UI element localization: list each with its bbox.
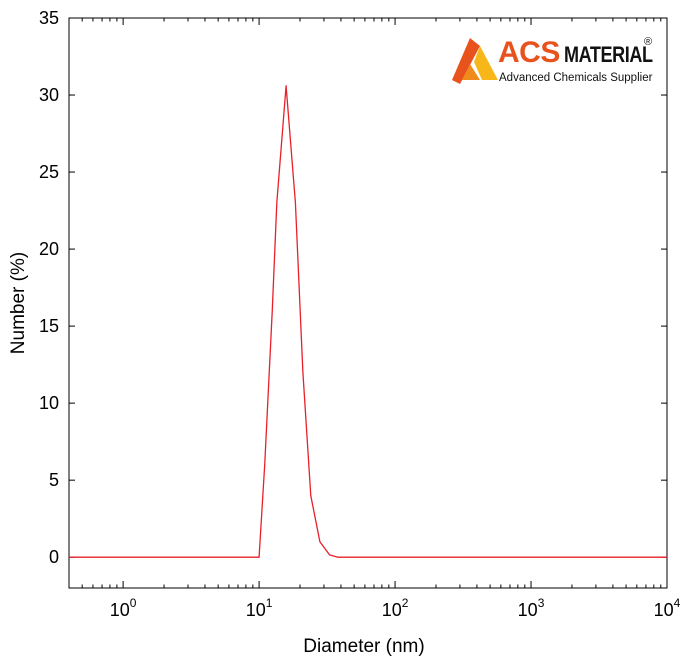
x-axis-title: Diameter (nm)	[303, 636, 424, 657]
x-tick-label: 101	[246, 596, 273, 620]
logo-tagline: Advanced Chemicals Supplier	[499, 72, 653, 84]
series-line-0	[69, 85, 667, 558]
logo-mark-icon	[452, 38, 498, 84]
tick-labels: 0 5 10 15 20 25 30 35 100 101 102 103 104	[39, 8, 681, 620]
plot-frame	[68, 17, 668, 589]
acs-material-logo: ACS MATERIAL ® Advanced Chemicals Suppli…	[452, 36, 662, 88]
y-tick-label: 25	[39, 162, 59, 182]
y-tick-label: 10	[39, 393, 59, 413]
x-tick-label: 103	[518, 596, 545, 620]
x-tick-label: 104	[654, 596, 681, 620]
x-tick-label: 102	[382, 596, 409, 620]
x-tick-label: 100	[110, 596, 137, 620]
logo-name: MATERIAL	[564, 42, 653, 67]
axes	[68, 17, 668, 589]
y-tick-label: 0	[49, 547, 59, 567]
logo-brand: ACS	[498, 36, 560, 69]
ticks	[68, 17, 668, 588]
y-tick-label: 15	[39, 316, 59, 336]
y-tick-label: 20	[39, 239, 59, 259]
logo-registered: ®	[644, 36, 653, 48]
y-tick-label: 5	[49, 470, 59, 490]
y-tick-label: 35	[39, 8, 59, 28]
y-axis-title: Number (%)	[8, 252, 29, 354]
series	[69, 85, 667, 558]
y-tick-label: 30	[39, 85, 59, 105]
